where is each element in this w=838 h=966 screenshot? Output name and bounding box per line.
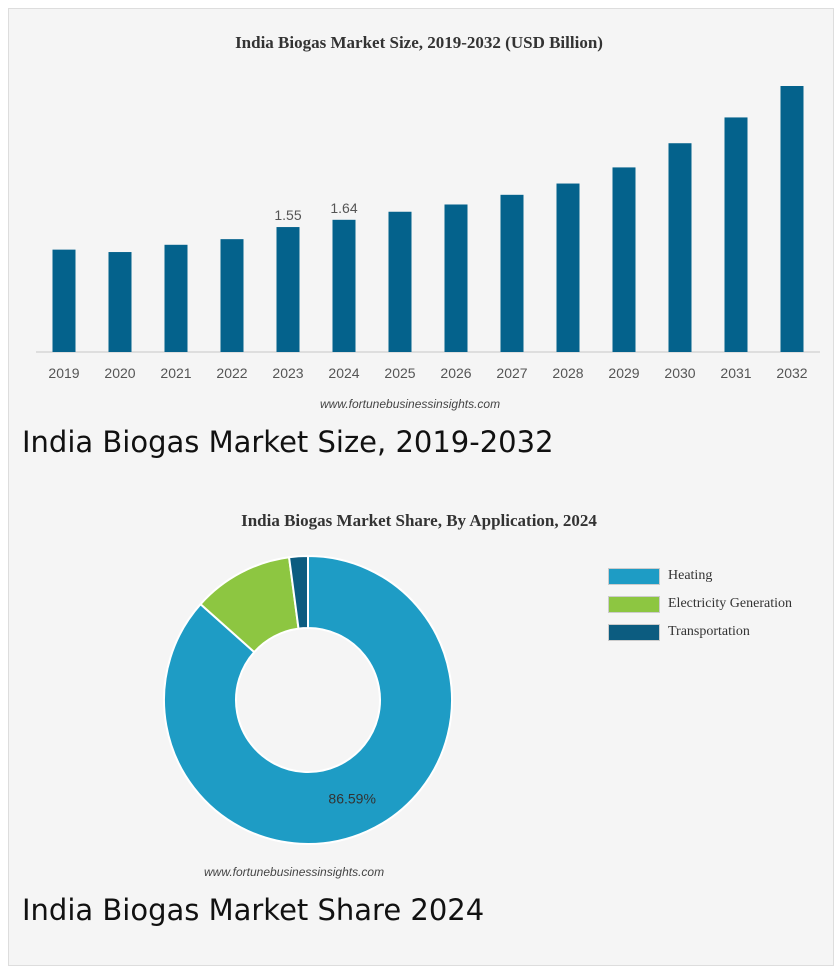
legend-label: Electricity Generation <box>668 596 792 611</box>
legend-label: Heating <box>668 568 713 583</box>
x-tick-label: 2031 <box>720 365 751 381</box>
x-tick-label: 2027 <box>496 365 527 381</box>
x-tick-label: 2025 <box>384 365 415 381</box>
bar-chart-title: India Biogas Market Size, 2019-2032 (USD… <box>235 33 603 52</box>
x-tick-label: 2019 <box>48 365 79 381</box>
x-tick-label: 2030 <box>664 365 695 381</box>
page-frame <box>8 8 834 966</box>
legend-item-electricity-generation: Electricity Generation <box>608 594 792 614</box>
legend-label: Transportation <box>668 624 750 639</box>
pie-chart: 86.59% <box>163 554 453 845</box>
bar-2027 <box>500 194 524 352</box>
bar-2025 <box>388 211 412 352</box>
bar-2032 <box>780 86 804 352</box>
legend-swatch <box>608 567 660 585</box>
bar-2022 <box>220 239 244 352</box>
legend-item-heating: Heating <box>608 566 712 586</box>
slice-label: 86.59% <box>328 791 375 807</box>
bar-2023 <box>276 227 300 352</box>
bar-2024 <box>332 219 356 352</box>
x-tick-label: 2021 <box>160 365 191 381</box>
legend-swatch <box>608 623 660 641</box>
x-tick-label: 2029 <box>608 365 639 381</box>
bar-watermark: www.fortunebusinessinsights.com <box>320 397 501 411</box>
legend-item-transportation: Transportation <box>608 622 750 642</box>
bar-2019 <box>52 249 76 352</box>
bar-2026 <box>444 204 468 352</box>
x-tick-label: 2032 <box>776 365 807 381</box>
bar-caption: India Biogas Market Size, 2019-2032 <box>22 425 554 459</box>
slice-transportation <box>287 554 309 630</box>
x-tick-label: 2023 <box>272 365 303 381</box>
x-tick-label: 2026 <box>440 365 471 381</box>
slice-heating <box>163 554 453 845</box>
pie-watermark: www.fortunebusinessinsights.com <box>204 865 385 879</box>
bar-2021 <box>164 244 188 352</box>
x-tick-label: 2020 <box>104 365 135 381</box>
bar-2028 <box>556 183 580 352</box>
bar-2031 <box>724 117 748 352</box>
bar-2020 <box>108 252 132 352</box>
x-tick-label: 2028 <box>552 365 583 381</box>
x-tick-label: 2022 <box>216 365 247 381</box>
pie-chart-title: India Biogas Market Share, By Applicatio… <box>241 511 597 530</box>
bar-chart: 2019 2020 2021 2022 2023 1.55 2024 1.64 2025 2026… <box>36 86 820 381</box>
x-tick-label: 2024 <box>328 365 359 381</box>
legend-swatch <box>608 595 660 613</box>
pie-caption: India Biogas Market Share 2024 <box>22 893 485 927</box>
bar-2030 <box>668 143 692 352</box>
bar-2029 <box>612 167 636 352</box>
data-label: 1.55 <box>274 207 301 223</box>
data-label: 1.64 <box>330 200 357 216</box>
